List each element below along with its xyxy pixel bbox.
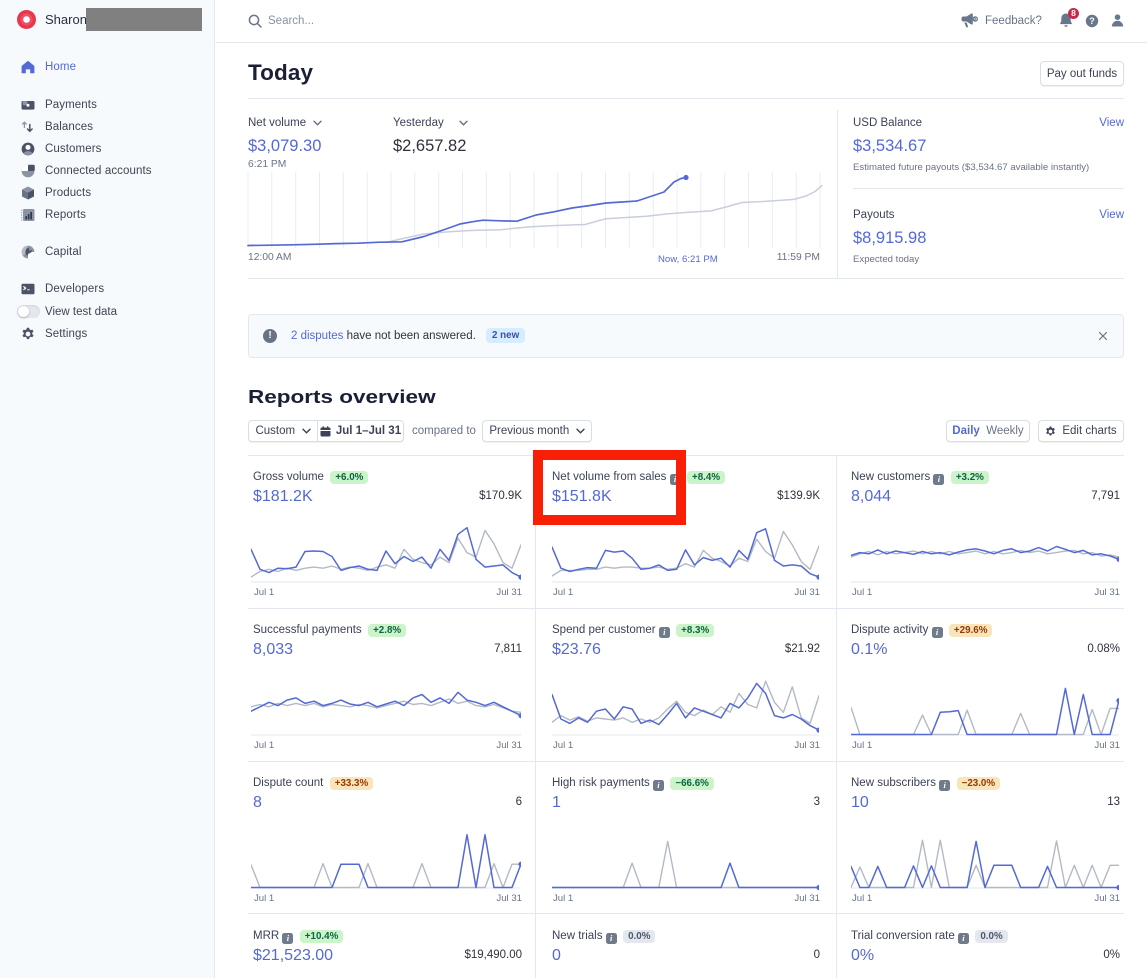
svg-text:?: ? xyxy=(1089,16,1095,26)
